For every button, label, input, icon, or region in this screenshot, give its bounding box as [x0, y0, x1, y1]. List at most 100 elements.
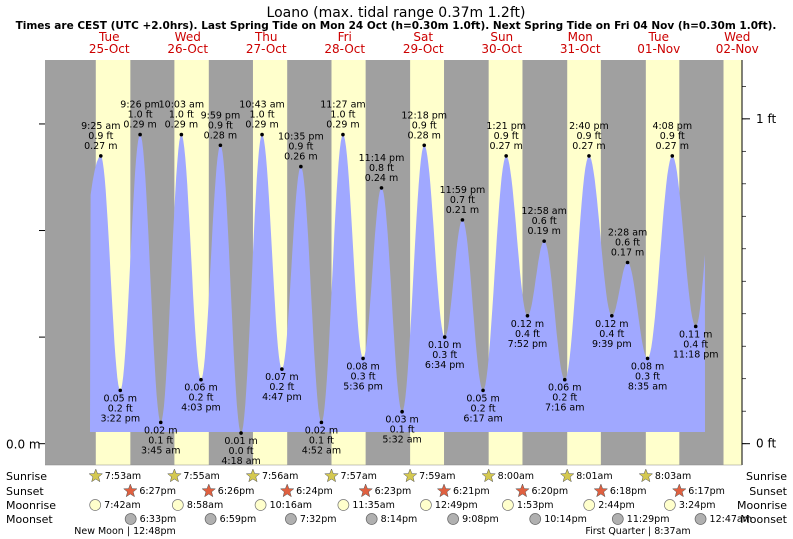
- moonrise-time: 11:35am: [352, 500, 394, 511]
- row-label-right: Moonrise: [737, 499, 787, 512]
- tide-label: 0.29 m: [165, 120, 198, 131]
- day-labels: Tue25-OctWed26-OctThu27-OctFri28-OctSat2…: [89, 30, 759, 56]
- sunrise-icon: [638, 468, 654, 483]
- tide-marker: [99, 154, 103, 158]
- tide-label: 4:03 pm: [181, 403, 221, 414]
- tide-marker: [299, 164, 303, 169]
- tide-label: 5:36 pm: [343, 381, 383, 392]
- tide-label: 10:35 pm: [278, 132, 324, 143]
- tide-label: 0.29 m: [123, 120, 156, 131]
- tide-label: 0.05 m: [466, 393, 499, 404]
- sunset-time: 6:18pm: [610, 486, 647, 497]
- day-weekday-label: Fri: [338, 30, 352, 44]
- day-date-label: 29-Oct: [403, 42, 444, 56]
- tide-label: 0.06 m: [184, 383, 217, 394]
- row-label-right: Moonset: [740, 513, 787, 526]
- day-date-label: 01-Nov: [637, 42, 680, 56]
- moonrise-time: 1:53pm: [517, 500, 554, 511]
- moonrise-time: 10:16am: [270, 500, 312, 511]
- tide-label: 0.2 ft: [471, 403, 496, 414]
- tide-label: 4:08 pm: [652, 121, 692, 132]
- moonset-time: 7:32pm: [300, 514, 337, 525]
- tide-label: 10:03 am: [159, 100, 204, 111]
- moonset-icon: [365, 513, 378, 525]
- sunset-time: 6:27pm: [139, 486, 176, 497]
- day-weekday-label: Sun: [490, 30, 513, 44]
- tide-label: 0.08 m: [346, 361, 379, 372]
- tide-label: 0.24 m: [365, 173, 398, 184]
- tide-label: 8:35 am: [628, 381, 667, 392]
- tide-label: 6:34 pm: [425, 360, 465, 371]
- tide-label: 0.17 m: [611, 248, 644, 259]
- sunrise-time: 7:53am: [105, 471, 141, 482]
- moonset-icon: [611, 513, 624, 525]
- tide-label: 0.02 m: [144, 425, 177, 436]
- tide-label: 0.29 m: [326, 120, 359, 131]
- tide-label: 11:14 pm: [359, 153, 405, 164]
- row-label-right: Sunset: [749, 485, 787, 498]
- tide-label: 4:47 pm: [262, 392, 302, 403]
- tide-marker: [280, 367, 284, 371]
- tide-label: 0.1 ft: [309, 435, 334, 446]
- daylight-band: [723, 60, 742, 465]
- tide-label: 0.2 ft: [552, 393, 577, 404]
- tide-label: 2:28 am: [608, 228, 647, 239]
- tide-label: 7:52 pm: [508, 339, 548, 350]
- tide-label: 3:45 am: [141, 445, 180, 456]
- tide-marker: [481, 388, 485, 393]
- tide-label: 0.28 m: [204, 130, 237, 141]
- row-label-left: Moonrise: [6, 499, 56, 512]
- tide-label: 1:21 pm: [486, 121, 526, 132]
- tide-label: 0.27 m: [489, 141, 522, 152]
- tide-label: 0.01 m: [224, 436, 257, 447]
- tide-label: 12:18 pm: [401, 110, 447, 121]
- tide-label: 9:59 pm: [201, 110, 241, 121]
- y-axis-label-left: 0.0 m: [6, 438, 41, 452]
- y-axis-label-right: 1 ft: [756, 112, 776, 126]
- tide-labels: 9:25 am0.9 ft0.27 m0.05 m0.2 ft3:22 pm9:…: [81, 100, 718, 467]
- row-label-left: Moonset: [6, 513, 53, 526]
- tide-label: 0.7 ft: [450, 195, 475, 206]
- moonset-icon: [694, 513, 707, 525]
- tide-marker: [587, 154, 591, 158]
- moonrise-time: 3:24pm: [679, 500, 716, 511]
- axes: 0.0 m 1 ft 0 ft: [6, 85, 776, 452]
- tide-label: 9:26 pm: [120, 100, 160, 111]
- tide-label: 0.9 ft: [494, 131, 519, 142]
- tide-label: 0.27 m: [84, 141, 117, 152]
- tide-marker: [179, 132, 184, 137]
- sunset-time: 6:26pm: [218, 486, 255, 497]
- tide-label: 0.29 m: [245, 120, 278, 131]
- moonset-icon: [447, 513, 459, 525]
- tide-marker: [504, 154, 508, 158]
- tide-marker: [645, 356, 650, 361]
- tide-label: 0.2 ft: [188, 393, 213, 404]
- moonrise-time: 12:49pm: [435, 500, 478, 511]
- day-date-label: 25-Oct: [89, 42, 130, 56]
- sunrise-icon: [559, 468, 575, 483]
- moonrise-icon: [502, 499, 514, 511]
- tide-label: 1.0 ft: [128, 110, 153, 121]
- tide-marker: [670, 154, 675, 158]
- moonset-time: 6:33pm: [140, 514, 177, 525]
- day-weekday-label: Thu: [254, 30, 278, 44]
- day-date-label: 31-Oct: [560, 42, 601, 56]
- tide-label: 0.2 ft: [269, 382, 294, 393]
- tide-marker: [422, 143, 427, 148]
- day-weekday-label: Tue: [648, 30, 670, 44]
- day-weekday-label: Mon: [568, 30, 593, 44]
- tide-label: 0.06 m: [548, 383, 581, 394]
- moonset-time: 6:59pm: [220, 514, 257, 525]
- moonrise-icon: [171, 499, 184, 511]
- tide-label: 0.08 m: [631, 361, 664, 372]
- tide-label: 4:18 am: [221, 456, 260, 467]
- sunset-icon: [201, 483, 217, 498]
- tide-curve: [90, 134, 705, 433]
- sunset-icon: [593, 483, 609, 498]
- chart-subtitle: Times are CEST (UTC +2.0hrs). Last Sprin…: [16, 20, 777, 32]
- sunrise-time: 8:01am: [576, 471, 612, 482]
- tide-marker: [341, 132, 345, 137]
- tide-label: 0.6 ft: [532, 216, 557, 227]
- sunset-time: 6:20pm: [531, 486, 568, 497]
- tide-label: 0.1 ft: [390, 425, 415, 436]
